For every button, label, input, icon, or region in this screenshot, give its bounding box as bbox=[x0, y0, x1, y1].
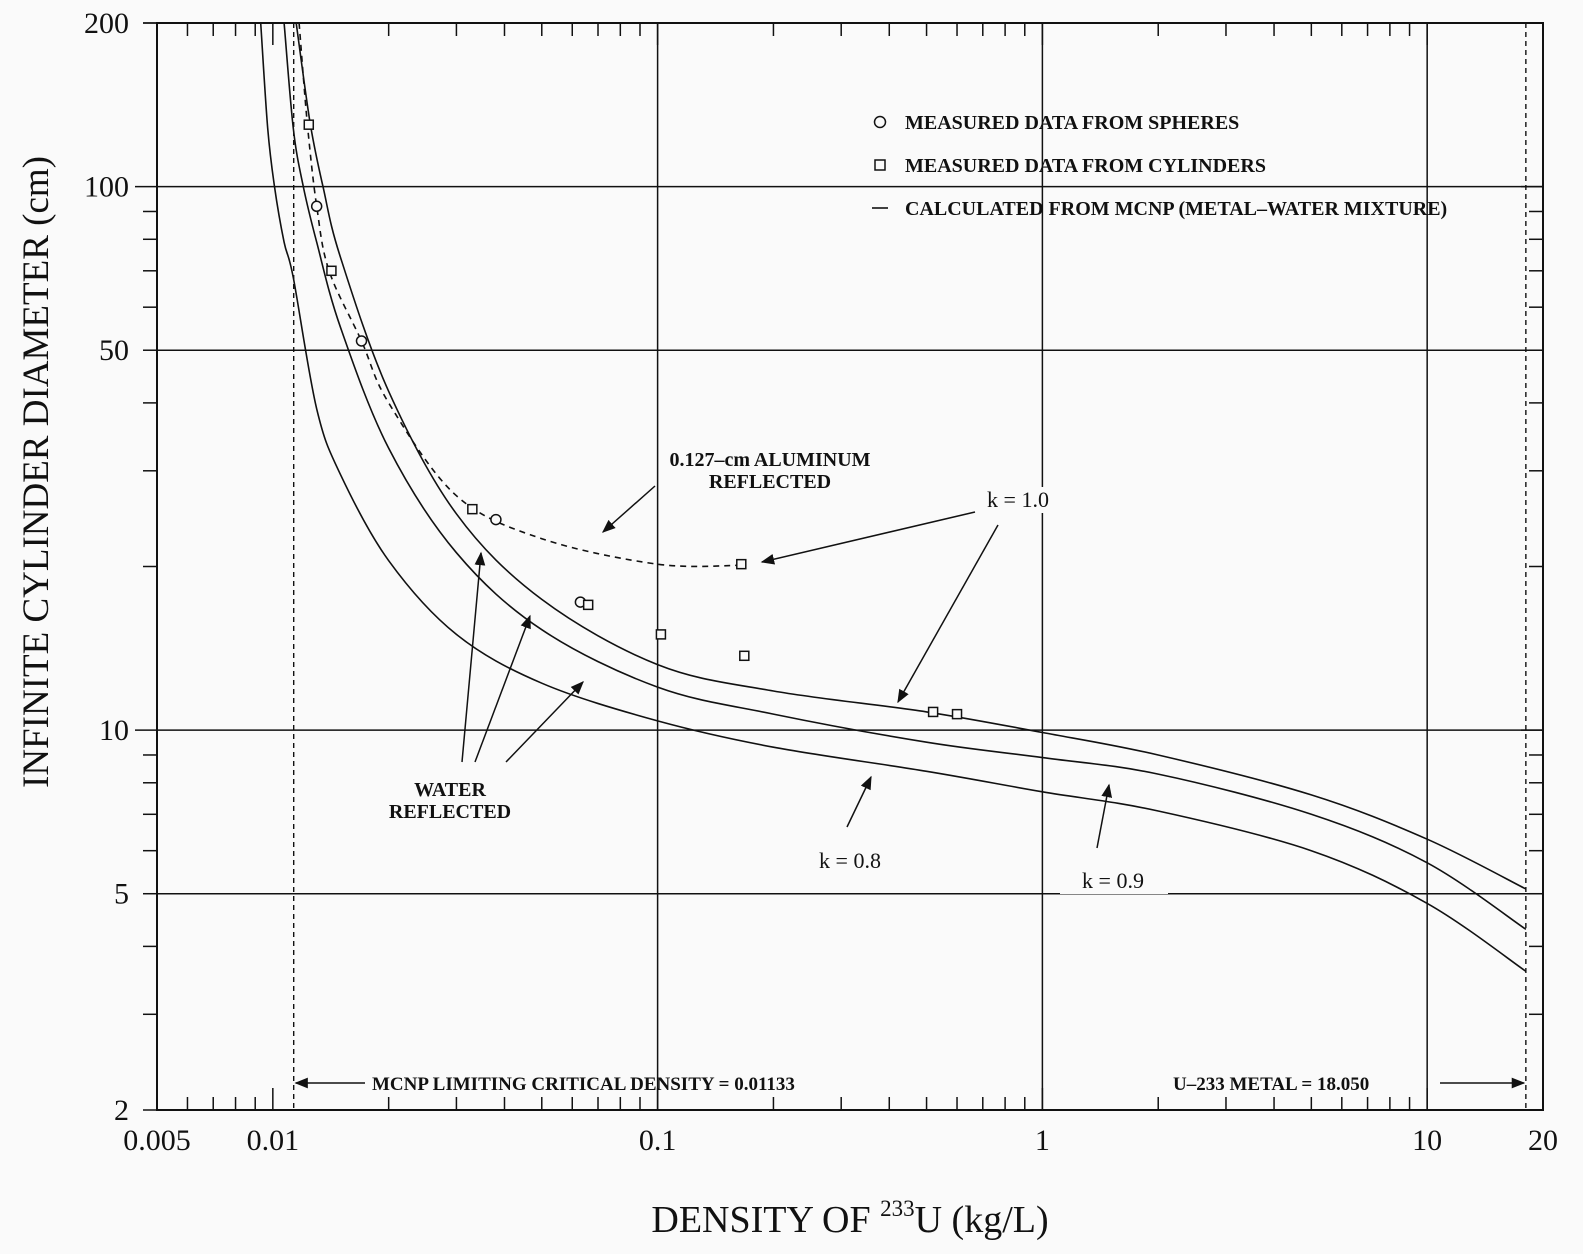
legend-label: MEASURED DATA FROM SPHERES bbox=[905, 112, 1239, 134]
sphere-point bbox=[490, 513, 502, 526]
annotation-arrow bbox=[601, 485, 656, 533]
y-tick-label: 100 bbox=[84, 171, 129, 204]
x-tick-label: 0.005 bbox=[123, 1124, 191, 1157]
x-axis-label: DENSITY OF 233U (kg/L) bbox=[651, 1196, 1048, 1241]
cylinder-point bbox=[736, 558, 747, 570]
series-line-0 bbox=[295, 22, 1527, 890]
annotation-arrows bbox=[294, 485, 1526, 1089]
label-u233-metal: U–233 METAL = 18.050 bbox=[1173, 1074, 1369, 1095]
cylinder-point bbox=[655, 629, 667, 640]
x-axis-label-superscript: 233 bbox=[880, 1196, 915, 1221]
label-k-0-8: k = 0.8 bbox=[819, 848, 881, 873]
x-tick-label: 20 bbox=[1528, 1124, 1558, 1157]
cylinder-point bbox=[927, 706, 939, 718]
label-aluminum-line1: 0.127–cm ALUMINUM bbox=[669, 449, 870, 471]
axis-ticks bbox=[135, 22, 1544, 1111]
reference-lines bbox=[292, 23, 1527, 1110]
label-aluminum-line2: REFLECTED bbox=[709, 471, 831, 493]
series-line-1 bbox=[283, 22, 1527, 930]
label-water-line2: REFLECTED bbox=[389, 801, 511, 823]
sphere-point bbox=[355, 335, 368, 347]
legend-label: CALCULATED FROM MCNP (METAL–WATER MIXTUR… bbox=[905, 198, 1447, 220]
cylinder-point bbox=[951, 708, 963, 720]
x-axis-label-suffix: U (kg/L) bbox=[915, 1199, 1049, 1241]
data-points bbox=[303, 119, 963, 720]
x-tick-label: 0.01 bbox=[247, 1124, 300, 1157]
annotation-arrow bbox=[760, 511, 976, 565]
x-axis-label-prefix: DENSITY OF bbox=[651, 1199, 880, 1241]
label-background bbox=[1060, 868, 1168, 894]
y-tick-label: 2 bbox=[114, 1094, 129, 1127]
legend-marker-circle bbox=[873, 115, 887, 129]
x-tick-label: 0.1 bbox=[639, 1124, 677, 1157]
legend: MEASURED DATA FROM SPHERES MEASURED DATA … bbox=[872, 112, 1447, 220]
y-tick-label: 5 bbox=[114, 878, 129, 911]
sphere-point bbox=[310, 200, 323, 213]
label-k-0-9: k = 0.9 bbox=[1082, 868, 1144, 893]
legend-marker-square bbox=[874, 159, 886, 171]
annotation-arrow bbox=[474, 614, 531, 763]
cylinder-point bbox=[303, 119, 315, 130]
y-tick-label: 50 bbox=[99, 334, 129, 367]
cylinder-point bbox=[739, 650, 750, 662]
x-tick-label: 10 bbox=[1412, 1124, 1442, 1157]
cylinder-point bbox=[326, 265, 337, 277]
grid-lines bbox=[157, 23, 1543, 1110]
cylinder-point bbox=[582, 599, 594, 611]
annotation-arrow bbox=[1096, 783, 1113, 849]
annotation-arrow bbox=[846, 775, 872, 828]
label-background bbox=[818, 848, 884, 874]
label-k-1-0: k = 1.0 bbox=[987, 487, 1049, 512]
y-axis-label: INFINITE CYLINDER DIAMETER (cm) bbox=[16, 156, 57, 788]
y-tick-label: 10 bbox=[99, 714, 129, 747]
label-mcnp-limit: MCNP LIMITING CRITICAL DENSITY = 0.01133 bbox=[372, 1074, 795, 1095]
cylinder-point bbox=[467, 503, 478, 515]
label-background bbox=[969, 487, 1065, 513]
y-tick-label: 200 bbox=[84, 7, 129, 40]
legend-label: MEASURED DATA FROM CYLINDERS bbox=[905, 155, 1266, 177]
annotation-arrow bbox=[505, 681, 584, 763]
annotation-arrow bbox=[461, 551, 486, 763]
label-water-line1: WATER bbox=[414, 779, 486, 801]
x-tick-label: 1 bbox=[1035, 1124, 1050, 1157]
series-lines bbox=[259, 22, 1527, 972]
series-line-3 bbox=[298, 22, 742, 568]
annotations: 0.127–cm ALUMINUM REFLECTED k = 1.0 WATE… bbox=[372, 449, 1369, 1095]
series-line-2 bbox=[259, 22, 1527, 972]
tick-labels: 0.005 0.01 0.1 1 10 20 2 5 10 50 100 200 bbox=[84, 7, 1558, 1157]
annotation-arrow bbox=[897, 524, 999, 704]
